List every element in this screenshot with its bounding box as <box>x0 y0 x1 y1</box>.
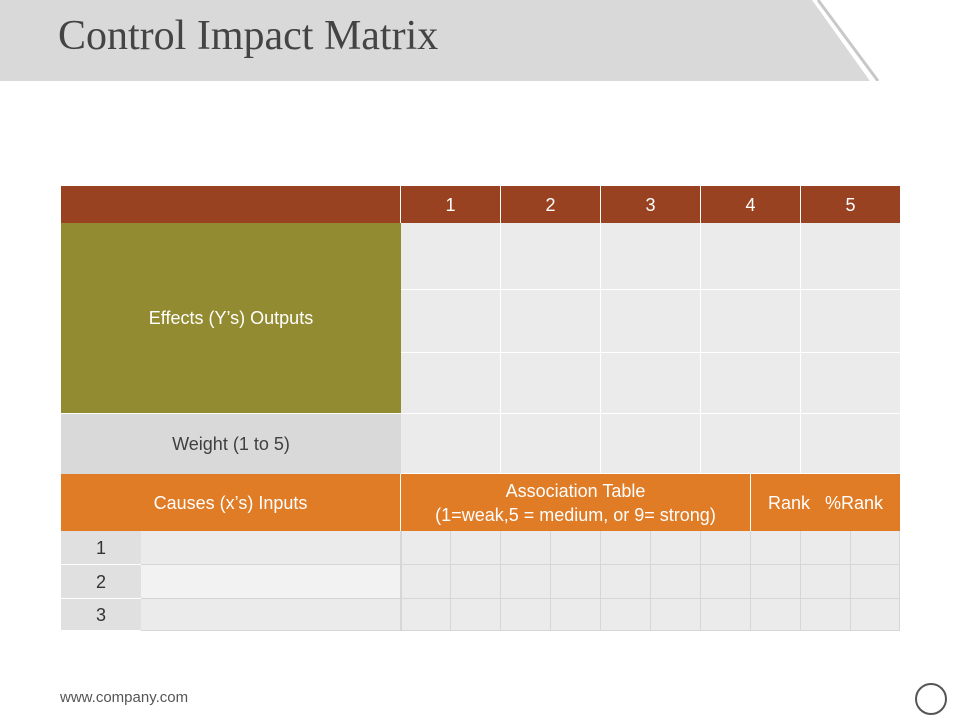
column-header-5: 5 <box>801 186 900 223</box>
association-title: Association Table <box>505 480 646 501</box>
cause-name-cell <box>141 531 401 565</box>
effects-cell <box>801 290 900 353</box>
effects-cell <box>701 290 801 353</box>
circle-icon <box>915 683 947 715</box>
weight-cell <box>801 414 900 474</box>
row-number-1: 1 <box>61 531 141 565</box>
grid-line <box>141 564 900 565</box>
weight-cell <box>701 414 801 474</box>
effects-label-cell: Effects (Y’s) Outputs <box>61 223 401 414</box>
weight-label-cell: Weight (1 to 5) <box>61 414 401 474</box>
weight-cell <box>401 414 501 474</box>
column-header-1: 1 <box>401 186 501 223</box>
effects-cell <box>801 223 900 290</box>
column-header-3: 3 <box>601 186 701 223</box>
grid-line <box>600 531 601 630</box>
effects-cell <box>701 223 801 290</box>
grid-line <box>450 531 451 630</box>
title-bar: Control Impact Matrix <box>0 0 960 81</box>
header-blank-cell <box>61 186 401 223</box>
grid-line <box>141 598 900 599</box>
grid-line <box>500 531 501 630</box>
column-header-2: 2 <box>501 186 601 223</box>
grid-line <box>750 531 751 630</box>
effects-cell <box>701 353 801 414</box>
grid-line <box>141 630 900 631</box>
grid-line <box>700 531 701 630</box>
association-scale: (1=weak,5 = medium, or 9= strong) <box>435 504 716 525</box>
effects-cell <box>501 290 601 353</box>
rank-label: Rank %Rank <box>767 492 884 513</box>
grid-line <box>550 531 551 630</box>
effects-cell <box>401 223 501 290</box>
cause-name-cell <box>141 565 401 599</box>
row-number-2: 2 <box>61 565 141 599</box>
effects-cell <box>601 290 701 353</box>
grid-line <box>650 531 651 630</box>
grid-line <box>899 531 900 630</box>
effects-cell <box>501 223 601 290</box>
cause-name-cell <box>141 599 401 630</box>
column-header-4: 4 <box>701 186 801 223</box>
footer-url: www.company.com <box>60 689 189 706</box>
effects-cell <box>401 353 501 414</box>
rank-header-cell: Rank %Rank <box>751 474 900 531</box>
effects-cell <box>501 353 601 414</box>
effects-cell <box>801 353 900 414</box>
effects-cell <box>601 223 701 290</box>
weight-cell <box>501 414 601 474</box>
weight-cell <box>601 414 701 474</box>
title-bar-shape <box>0 0 880 81</box>
grid-line <box>800 531 801 630</box>
causes-header-cell: Causes (x’s) Inputs <box>61 474 401 531</box>
slide-title: Control Impact Matrix <box>58 13 439 59</box>
row-number-3: 3 <box>61 599 141 630</box>
grid-line <box>850 531 851 630</box>
effects-cell <box>401 290 501 353</box>
association-header-cell: Association Table (1=weak,5 = medium, or… <box>401 474 751 531</box>
effects-cell <box>601 353 701 414</box>
